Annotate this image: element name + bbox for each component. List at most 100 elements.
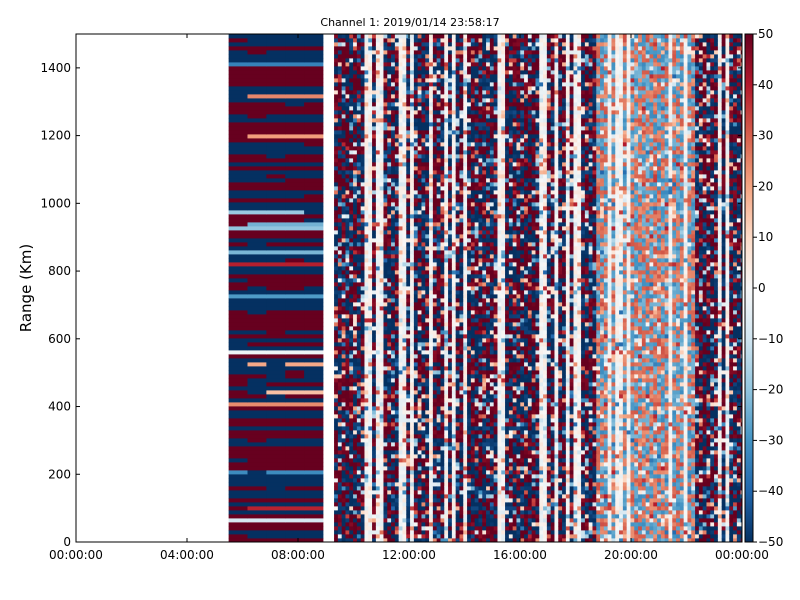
- heat-cell: [372, 150, 377, 155]
- heat-cell: [425, 362, 430, 367]
- heat-cell: [379, 198, 384, 203]
- heat-cell: [402, 534, 407, 539]
- heat-cell: [334, 358, 339, 363]
- heat-cell: [364, 218, 369, 223]
- heat-cell: [448, 70, 453, 75]
- heat-cell: [304, 150, 324, 155]
- heat-cell: [391, 226, 396, 231]
- heat-cell: [391, 466, 396, 471]
- heat-cell: [341, 194, 346, 199]
- heat-cell: [398, 186, 403, 191]
- heat-cell: [440, 246, 445, 251]
- heat-cell: [429, 470, 434, 475]
- heat-cell: [391, 178, 396, 183]
- heat-cell: [266, 182, 286, 187]
- heat-cell: [413, 470, 419, 475]
- heat-cell: [383, 98, 388, 103]
- heat-cell: [379, 406, 384, 411]
- heat-cell: [360, 114, 365, 119]
- heat-cell: [353, 50, 358, 55]
- heat-cell: [360, 74, 365, 79]
- heat-cell: [334, 538, 339, 542]
- heat-cell: [364, 538, 369, 542]
- heat-cell: [368, 298, 373, 303]
- heat-cell: [391, 166, 396, 171]
- heat-cell: [356, 378, 362, 383]
- heat-cell: [425, 202, 430, 207]
- heat-cell: [455, 306, 460, 311]
- heat-cell: [368, 322, 373, 327]
- heat-cell: [337, 390, 343, 395]
- heat-cell: [383, 506, 388, 511]
- heat-cell: [455, 402, 460, 407]
- heat-cell: [228, 46, 248, 51]
- heat-cell: [406, 50, 411, 55]
- heat-cell: [444, 154, 449, 159]
- heat-cell: [228, 318, 248, 323]
- heat-cell: [285, 438, 305, 443]
- heat-cell: [228, 130, 248, 135]
- heat-cell: [360, 110, 365, 115]
- heat-cell: [455, 274, 460, 279]
- heat-cell: [360, 510, 365, 515]
- heat-cell: [448, 510, 453, 515]
- heat-cell: [398, 154, 403, 159]
- heat-cell: [410, 158, 415, 163]
- heatmap-cells: [228, 34, 742, 542]
- heat-cell: [375, 190, 381, 195]
- heat-cell: [285, 310, 305, 315]
- heat-cell: [410, 38, 415, 43]
- heat-cell: [364, 74, 369, 79]
- heat-cell: [436, 178, 441, 183]
- heat-cell: [451, 206, 457, 211]
- heat-cell: [266, 382, 286, 387]
- heat-cell: [266, 358, 286, 363]
- heat-cell: [444, 86, 449, 91]
- heat-cell: [353, 354, 358, 359]
- heat-cell: [451, 270, 457, 275]
- heat-cell: [436, 526, 441, 531]
- heat-cell: [410, 182, 415, 187]
- heat-cell: [429, 214, 434, 219]
- heat-cell: [285, 210, 305, 215]
- heat-cell: [247, 270, 267, 275]
- heat-cell: [417, 538, 422, 542]
- heat-cell: [421, 210, 426, 215]
- heat-cell: [425, 450, 430, 455]
- heat-cell: [375, 294, 381, 299]
- heat-cell: [451, 50, 457, 55]
- heat-cell: [391, 114, 396, 119]
- heat-cell: [372, 438, 377, 443]
- heat-cell: [360, 138, 365, 143]
- heat-cell: [304, 34, 324, 39]
- heat-cell: [448, 194, 453, 199]
- heat-cell: [429, 390, 434, 395]
- heat-cell: [304, 506, 324, 511]
- heat-cell: [337, 62, 343, 67]
- heat-cell: [455, 198, 460, 203]
- heat-cell: [394, 54, 400, 59]
- heat-cell: [432, 434, 438, 439]
- heat-cell: [421, 190, 426, 195]
- heat-cell: [375, 522, 381, 527]
- heat-cell: [353, 110, 358, 115]
- heat-cell: [375, 314, 381, 319]
- heat-cell: [337, 450, 343, 455]
- heat-cell: [285, 82, 305, 87]
- heat-cell: [436, 70, 441, 75]
- heat-cell: [394, 314, 400, 319]
- heat-cell: [391, 366, 396, 371]
- heat-cell: [413, 242, 419, 247]
- heat-cell: [247, 530, 267, 535]
- heat-cell: [266, 66, 286, 71]
- heat-cell: [406, 310, 411, 315]
- heat-cell: [451, 458, 457, 463]
- heat-cell: [337, 382, 343, 387]
- heat-cell: [349, 354, 354, 359]
- heat-cell: [383, 414, 388, 419]
- heat-cell: [451, 414, 457, 419]
- heat-cell: [413, 210, 419, 215]
- heat-cell: [337, 354, 343, 359]
- heat-cell: [228, 438, 248, 443]
- heat-cell: [228, 194, 248, 199]
